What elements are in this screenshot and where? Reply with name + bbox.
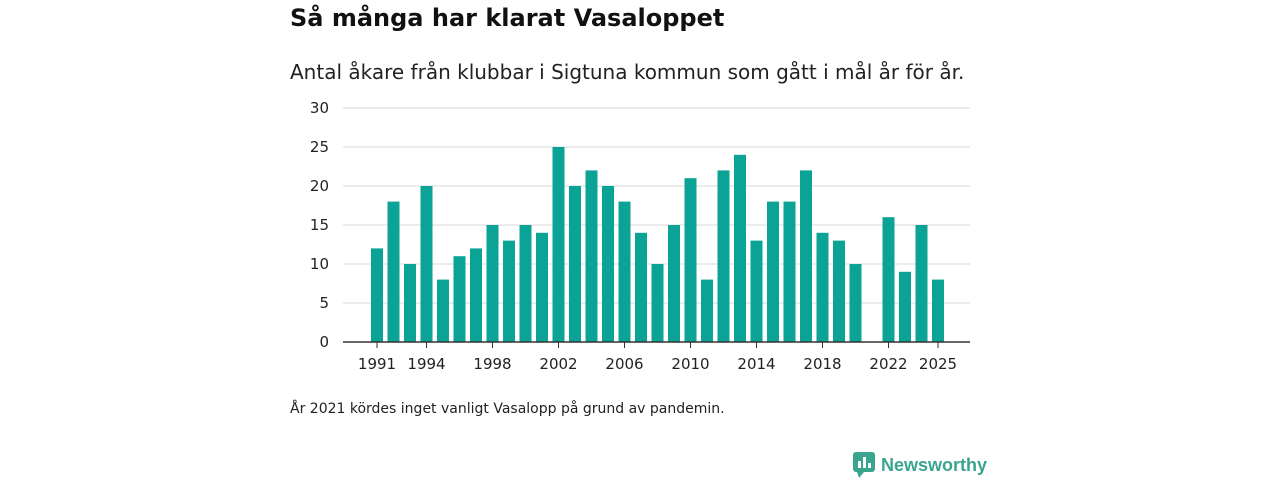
bar-2001 xyxy=(536,232,548,342)
x-tick-label: 1991 xyxy=(358,355,396,373)
bars xyxy=(371,147,944,342)
bar-1993 xyxy=(404,264,416,342)
x-tick-label: 2022 xyxy=(869,355,907,373)
footnote: År 2021 kördes inget vanligt Vasalopp på… xyxy=(290,401,725,417)
bar-1996 xyxy=(453,256,466,342)
x-tick-label: 1994 xyxy=(407,355,445,373)
chart-subtitle: Antal åkare från klubbar i Sigtuna kommu… xyxy=(290,60,965,84)
bar-2020 xyxy=(849,264,862,342)
bar-2013 xyxy=(734,154,746,342)
bar-1994 xyxy=(420,186,433,342)
bar-2016 xyxy=(783,201,796,342)
bar-2009 xyxy=(668,225,680,342)
bar-2002 xyxy=(552,147,565,342)
bar-2006 xyxy=(618,201,631,342)
chart-title: Så många har klarat Vasaloppet xyxy=(290,4,725,32)
x-tick-label: 2025 xyxy=(919,355,957,373)
bar-2010 xyxy=(684,178,697,342)
y-axis-ticks: 0 5 10 15 20 25 30 xyxy=(310,99,329,351)
x-tick-label: 2002 xyxy=(539,355,577,373)
x-tick-label: 2010 xyxy=(671,355,709,373)
y-tick-label: 25 xyxy=(310,138,329,156)
brand-logo: Newsworthy xyxy=(853,452,987,478)
bar-2012 xyxy=(717,170,730,342)
brand-name: Newsworthy xyxy=(881,454,988,475)
y-tick-label: 10 xyxy=(310,255,329,273)
bar-1997 xyxy=(470,248,482,342)
bar-2019 xyxy=(833,240,845,342)
x-tick-label: 2006 xyxy=(605,355,643,373)
bar-2008 xyxy=(651,264,664,342)
x-axis: 1991 1994 1998 2002 2006 2010 2014 2018 2022 2025 xyxy=(343,341,970,373)
y-tick-label: 15 xyxy=(310,216,329,234)
y-tick-label: 30 xyxy=(310,99,329,117)
bar-2015 xyxy=(767,201,779,342)
x-tick-label: 2014 xyxy=(737,355,775,373)
newsworthy-logo-icon xyxy=(853,452,875,478)
bar-1999 xyxy=(503,240,515,342)
bar-2003 xyxy=(569,186,581,342)
bar-2018 xyxy=(816,232,829,342)
bar-1992 xyxy=(387,201,400,342)
bar-2022 xyxy=(882,217,895,342)
bar-1995 xyxy=(437,279,449,342)
bar-1991 xyxy=(371,248,383,342)
bar-2025 xyxy=(932,279,944,342)
y-tick-label: 20 xyxy=(310,177,329,195)
bar-2011 xyxy=(701,279,713,342)
bar-2005 xyxy=(602,186,614,342)
x-tick-label: 1998 xyxy=(473,355,511,373)
bar-2023 xyxy=(899,271,911,342)
bar-2004 xyxy=(585,170,598,342)
bar-2014 xyxy=(750,240,763,342)
bar-2000 xyxy=(519,225,532,342)
x-tick-label: 2018 xyxy=(803,355,841,373)
bar-2007 xyxy=(635,232,647,342)
bar-1998 xyxy=(486,225,499,342)
y-tick-label: 5 xyxy=(319,294,329,312)
bar-2017 xyxy=(800,170,812,342)
y-tick-label: 0 xyxy=(319,333,329,351)
bar-2024 xyxy=(915,225,928,342)
